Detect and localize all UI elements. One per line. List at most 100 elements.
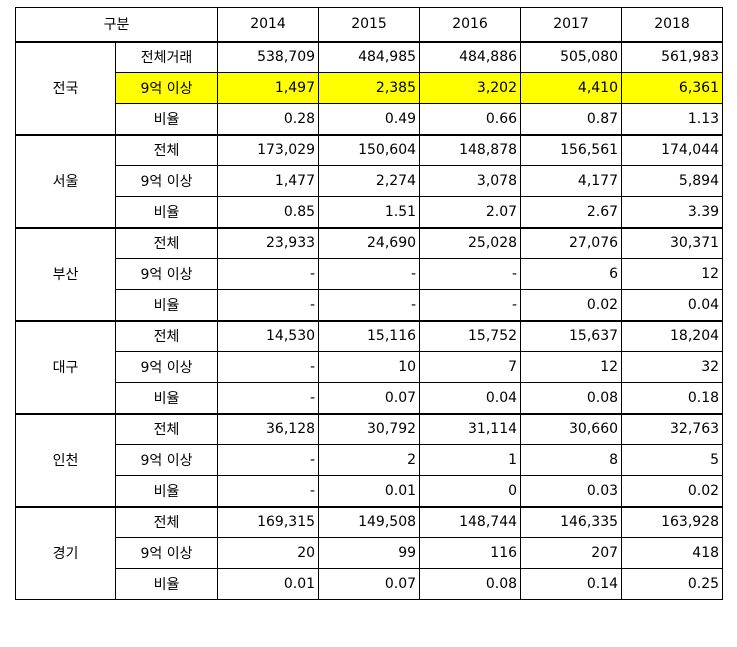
value-cell: - xyxy=(217,475,320,507)
metric-cell: 비율 xyxy=(114,196,219,228)
value-cell: - xyxy=(318,258,421,290)
value-cell: 0.07 xyxy=(318,382,421,414)
value-cell: 156,561 xyxy=(520,133,623,166)
value-cell: 484,886 xyxy=(419,40,522,73)
value-cell: 0.85 xyxy=(217,196,320,228)
metric-cell: 전체 xyxy=(114,412,219,445)
value-cell: 484,985 xyxy=(318,40,421,73)
table-row: 대구 전체 14,530 15,116 15,752 15,637 18,204 xyxy=(15,319,724,414)
value-cell: 31,114 xyxy=(419,412,522,445)
value-cell: 207 xyxy=(520,537,623,569)
value-cell: 2.07 xyxy=(419,196,522,228)
table-row: 비율 0.01 0.07 0.08 0.14 0.25 xyxy=(16,568,724,600)
value-cell: 1.51 xyxy=(318,196,421,228)
region-cell: 서울 xyxy=(15,133,116,228)
table-row: 비율 0.28 0.49 0.66 0.87 1.13 xyxy=(16,103,724,135)
value-cell: 7 xyxy=(419,351,522,383)
metric-cell: 전체 xyxy=(114,505,219,538)
value-cell: 32 xyxy=(621,351,724,383)
value-cell: 0.08 xyxy=(419,568,522,600)
value-cell: 116 xyxy=(419,537,522,569)
value-cell: 0 xyxy=(419,475,522,507)
value-cell: 148,878 xyxy=(419,133,522,166)
value-cell: 1 xyxy=(419,444,522,476)
table-row: 9억 이상 20 99 116 207 418 xyxy=(16,537,724,569)
value-cell: 30,371 xyxy=(621,226,724,259)
year-header: 2016 xyxy=(419,7,522,42)
region-cell: 대구 xyxy=(15,319,116,414)
value-cell: 2.67 xyxy=(520,196,623,228)
header-row: 구분 2014 2015 2016 2017 2018 xyxy=(14,7,724,42)
value-cell: 0.28 xyxy=(217,103,320,135)
value-cell: 538,709 xyxy=(217,40,320,73)
value-cell: 561,983 xyxy=(621,40,724,73)
region-cell: 전국 xyxy=(15,40,116,135)
value-cell: 36,128 xyxy=(217,412,320,445)
value-cell: 32,763 xyxy=(621,412,724,445)
value-cell: 8 xyxy=(520,444,623,476)
value-cell: 5,894 xyxy=(621,165,724,197)
value-cell: 3,202 xyxy=(419,72,522,104)
value-cell: - xyxy=(217,351,320,383)
table-row: 전국 전체거래 538,709 484,985 484,886 505,080 561,98… xyxy=(15,40,724,135)
year-header: 2017 xyxy=(520,7,623,42)
value-cell: 0.04 xyxy=(621,289,724,321)
table-row: 인천 전체 36,128 30,792 31,114 30,660 32,763 xyxy=(15,412,724,507)
metric-cell: 9억 이상 xyxy=(114,537,219,569)
value-cell: 174,044 xyxy=(621,133,724,166)
table-row: 9억 이상 - - -6 12 xyxy=(16,258,724,290)
value-cell: 25,028 xyxy=(419,226,522,259)
value-cell: 0.03 xyxy=(520,475,623,507)
metric-cell: 전체 xyxy=(114,226,219,259)
region-group: 부산 전체 23,933 24,690 25,028 27,076 30,371 9억 이상 -… xyxy=(15,226,724,321)
region-group: 대구 전체 14,530 15,116 15,752 15,637 18,204 9억 이상 -… xyxy=(15,319,724,414)
value-cell: 10 xyxy=(318,351,421,383)
value-cell: 0.87 xyxy=(520,103,623,135)
region-cell: 경기 xyxy=(15,505,116,600)
region-cell: 부산 xyxy=(15,226,116,321)
region-group: 인천 전체 36,128 30,792 31,114 30,660 32,763 9억 이상 -… xyxy=(15,412,724,507)
value-cell: 5 xyxy=(621,444,724,476)
value-cell: 24,690 xyxy=(318,226,421,259)
value-cell: - xyxy=(217,289,320,321)
metric-cell: 비율 xyxy=(114,475,219,507)
value-cell: 4,410 xyxy=(520,72,623,104)
value-cell: 27,076 xyxy=(520,226,623,259)
year-header: 2018 xyxy=(621,7,724,42)
value-cell: 12 xyxy=(621,258,724,290)
value-cell: 2 xyxy=(318,444,421,476)
table-header: 구분 2014 2015 2016 2017 2018 xyxy=(14,7,724,42)
value-cell: 12 xyxy=(520,351,623,383)
value-cell: 30,660 xyxy=(520,412,623,445)
value-cell: 14,530 xyxy=(217,319,320,352)
value-cell: 173,029 xyxy=(217,133,320,166)
metric-cell: 9억 이상 xyxy=(114,444,219,476)
value-cell: 0.07 xyxy=(318,568,421,600)
value-cell: 0.14 xyxy=(520,568,623,600)
value-cell: 505,080 xyxy=(520,40,623,73)
table-row: 부산 전체 23,933 24,690 25,028 27,076 30,371 xyxy=(15,226,724,321)
table-row: 9억 이상 1,477 2,274 3,078 4,177 5,894 xyxy=(16,165,724,197)
value-cell: 99 xyxy=(318,537,421,569)
metric-cell: 9억 이상 xyxy=(114,258,219,290)
value-cell: 0.02 xyxy=(520,289,623,321)
value-cell: 418 xyxy=(621,537,724,569)
value-cell: 0.25 xyxy=(621,568,724,600)
table-row: 9억 이상 1,497 2,385 3,202 4,410 6,361 xyxy=(16,72,724,104)
value-cell: - xyxy=(318,289,421,321)
region-group: 전국 전체거래 538,709 484,985 484,886 505,080 561,98… xyxy=(15,40,724,135)
table-row: 경기 전체 169,315 149,508 148,744 146,335 163,928 xyxy=(15,505,724,600)
metric-cell: 9억 이상 xyxy=(114,72,219,104)
metric-cell: 전체거래 xyxy=(114,40,219,73)
value-cell: 0.04 xyxy=(419,382,522,414)
value-cell: 4,177 xyxy=(520,165,623,197)
value-cell: 169,315 xyxy=(217,505,320,538)
value-cell: 15,116 xyxy=(318,319,421,352)
value-cell: - xyxy=(217,382,320,414)
table-row: 9억 이상 -10 7 12 32 xyxy=(16,351,724,383)
category-header: 구분 xyxy=(14,7,219,42)
value-cell: - xyxy=(419,258,522,290)
value-cell: 148,744 xyxy=(419,505,522,538)
value-cell: 1,477 xyxy=(217,165,320,197)
year-header: 2015 xyxy=(318,7,421,42)
